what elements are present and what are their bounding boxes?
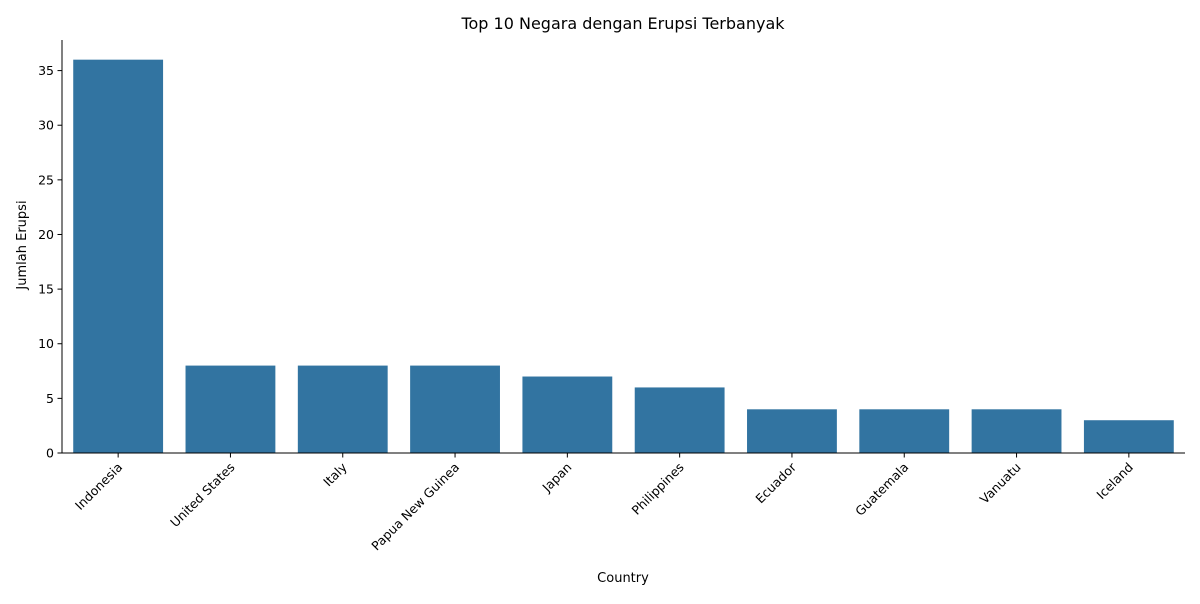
- bar-japan: [522, 376, 613, 453]
- x-ticks-layer: Indonesia United States Italy Papua New Gui…: [72, 453, 1136, 553]
- bar-italy: [297, 365, 388, 453]
- x-axis-label: Country: [597, 571, 649, 586]
- y-tick-label: 35: [38, 63, 54, 78]
- chart-title: Top 10 Negara dengan Erupsi Terbanyak: [460, 14, 785, 33]
- bar-vanuatu: [971, 409, 1062, 453]
- x-tick-label: Papua New Guinea: [368, 460, 462, 554]
- y-axis-label: Jumlah Erupsi: [15, 200, 30, 290]
- x-tick-label: United States: [167, 460, 237, 530]
- bar-papua-new-guinea: [410, 365, 500, 453]
- y-tick-label: 15: [38, 282, 54, 297]
- x-tick-label: Japan: [538, 460, 574, 496]
- bars-layer: [73, 59, 1174, 454]
- bar-indonesia: [73, 59, 164, 454]
- x-tick-label: Ecuador: [752, 459, 799, 506]
- x-tick-label: Philippines: [629, 460, 687, 518]
- bar-united-states: [185, 365, 276, 453]
- y-tick-label: 0: [46, 446, 54, 461]
- y-ticks-layer: 0 5 10 15 20 25 30 35: [38, 63, 62, 461]
- bar-iceland: [1083, 420, 1174, 453]
- x-tick-label: Iceland: [1093, 460, 1136, 503]
- y-tick-label: 30: [38, 118, 54, 133]
- bar-ecuador: [747, 409, 837, 453]
- x-tick-label: Guatemala: [852, 460, 911, 519]
- y-tick-label: 10: [38, 336, 54, 351]
- bar-guatemala: [859, 409, 950, 453]
- x-tick-label: Vanuatu: [977, 460, 1024, 507]
- y-tick-label: 25: [38, 172, 54, 187]
- x-tick-label: Indonesia: [72, 460, 125, 513]
- y-tick-label: 20: [38, 227, 54, 242]
- bar-philippines: [634, 387, 725, 453]
- y-tick-label: 5: [46, 391, 54, 406]
- axes-layer: [61, 40, 1185, 454]
- x-tick-label: Italy: [320, 459, 350, 489]
